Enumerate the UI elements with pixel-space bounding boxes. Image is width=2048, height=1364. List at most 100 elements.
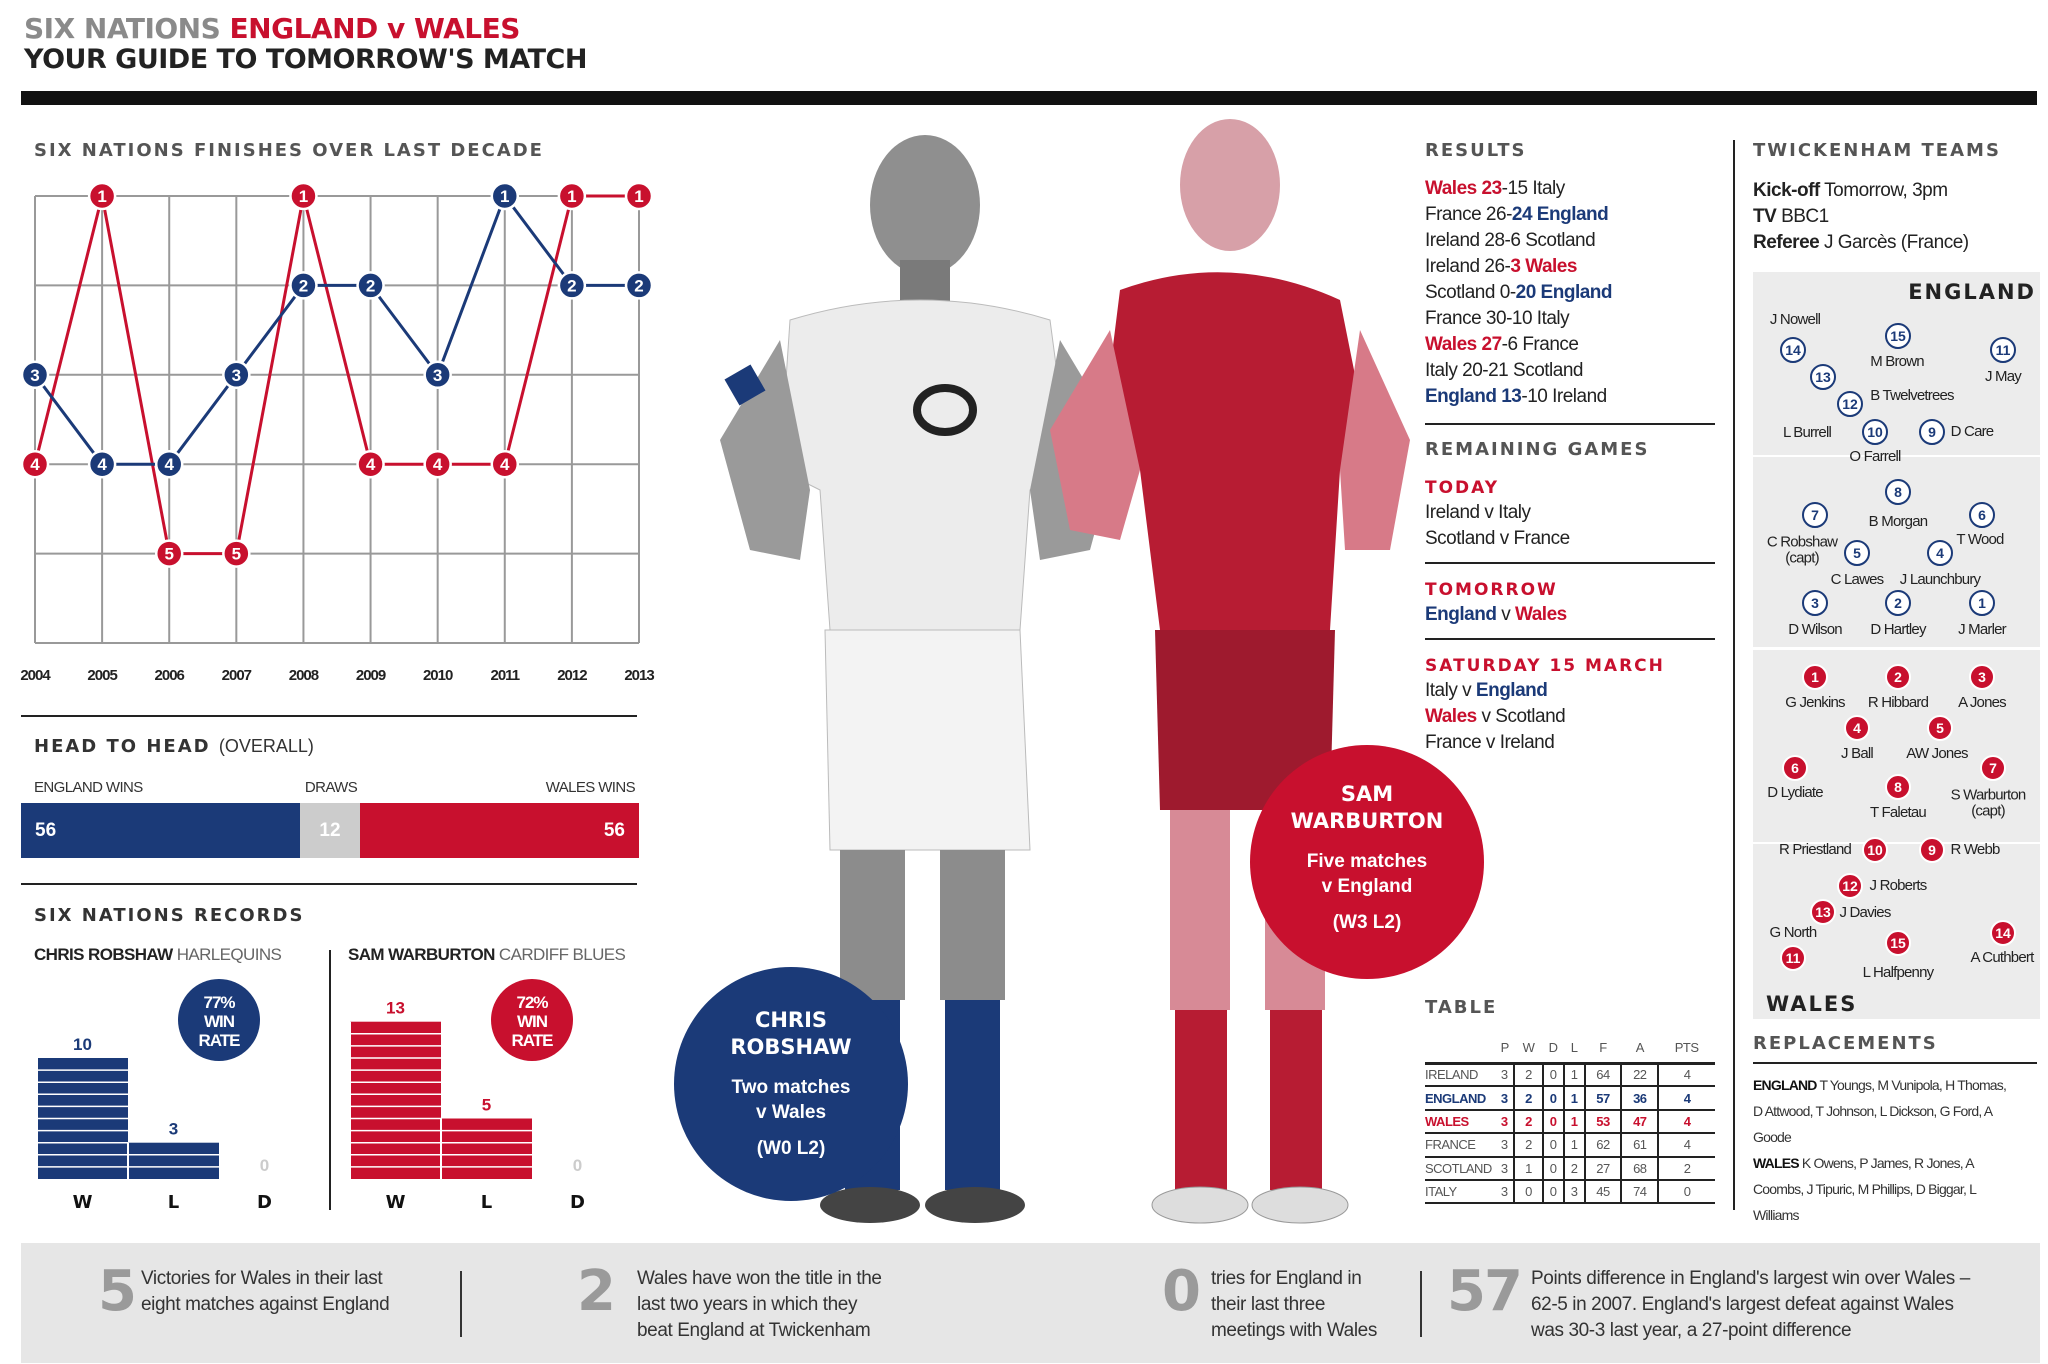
remaining-day: SATURDAY 15 MARCH [1425,656,1665,676]
warburton-record: (W3 L2) [1332,912,1402,933]
stats-strip: 5 Victories for Wales in their last eight… [21,1243,2040,1363]
wales-number-badge: 2 [1885,664,1911,690]
wales-player-name: G North [1769,924,1818,942]
table-cell: 0 [1541,1133,1564,1158]
column-header: F [1584,1033,1622,1065]
divider [1753,1062,2037,1064]
home-team: Wales [1425,178,1477,199]
england-point [20,360,50,390]
result-row: Wales 23-15 Italy [1425,176,1612,202]
wales-point [557,181,587,211]
x-tick-label: 2013 [624,667,654,684]
wales-number-badge: 9 [1919,837,1945,863]
wales-player-name: J Roberts [1869,877,1928,895]
warburton-line2: v England [1321,876,1413,897]
england-point [423,360,452,390]
table-cell: 22 [1620,1063,1659,1088]
england-wins-bar: 56 [21,803,301,858]
win-rate-text: RATE [511,1031,553,1050]
score-sep: - [1482,360,1489,381]
wales-player-name: G Jenkins [1785,694,1845,712]
wales-player-name: T Faletau [1870,804,1927,822]
stat-divider [460,1271,462,1337]
england-player-name: B Twelvetrees [1870,387,1954,405]
home-team: Scotland [1425,282,1495,303]
record-bar-W [350,1021,441,1179]
divider [21,883,637,885]
finishes-title: SIX NATIONS FINISHES OVER LAST DECADE [34,140,544,161]
england-number-badge: 9 [1919,419,1945,445]
table-cell: 61 [1620,1133,1659,1158]
table-row: WALES 3 2 0 1 53 47 4 [1425,1109,1715,1135]
england-player-name: B Morgan [1868,513,1928,531]
record-bar-L [128,1142,219,1179]
table-cell: 0 [1657,1179,1715,1205]
away-team: France [1513,528,1571,549]
table-cell: 1 [1562,1109,1585,1135]
x-tick-label: 2009 [356,667,386,684]
table-cell: WALES [1425,1109,1495,1135]
wales-point-label: 5 [164,545,173,564]
england-number-badge: 12 [1837,391,1863,417]
remaining-day: TOMORROW [1425,580,1558,600]
warburton-record-title: SAM WARBURTON CARDIFF BLUES [348,945,626,964]
home-score: 20 [1457,360,1483,381]
wales-number-badge: 14 [1990,920,2016,946]
table-row: SCOTLAND 3 1 0 2 27 68 2 [1425,1156,1715,1181]
england-point [490,181,520,211]
england-number-badge: 8 [1885,479,1911,505]
score-sep: - [1504,230,1511,251]
wales-player-name: J Davies [1839,904,1891,922]
table-cell: 1 [1562,1133,1585,1158]
england-point-label: 2 [299,276,308,295]
header-rule [21,91,2037,105]
wales-point [87,181,117,211]
draws-bar: 12 [300,803,360,858]
x-tick-label: 2006 [155,667,185,684]
england-point-label: 2 [567,276,576,295]
away-team: Italy [1532,308,1570,329]
home-team: Wales [1425,334,1477,355]
versus: v [1479,502,1499,523]
divider [21,715,637,717]
wales-player-name: S Warburton (capt) [1950,786,2027,819]
england-player-name: O Farrell [1849,448,1901,466]
h2h-title: HEAD TO HEAD (OVERALL) [34,736,314,757]
stat-number: 0 [1162,1259,1201,1324]
robshaw-record: (W0 L2) [756,1138,826,1159]
match-title: ENGLAND v WALES [229,12,521,45]
england-number-badge: 11 [1990,337,2016,363]
wales-point [423,449,452,479]
table-cell: 2 [1513,1063,1543,1088]
robshaw-name: CHRIS ROBSHAW [730,1008,852,1059]
wales-wins-label: WALES WINS [545,779,636,796]
england-point [154,449,184,479]
table-cell: FRANCE [1425,1133,1495,1158]
england-number-badge: 5 [1844,540,1870,566]
table-cell: 2 [1513,1109,1543,1135]
record-bar-L [441,1118,532,1179]
result-row: Ireland 28-6 Scotland [1425,228,1612,254]
england-point-label: 3 [232,366,241,385]
england-point-label: 1 [500,187,509,206]
league-table: P W D L F A PTS IRELAND 3 2 0 1 64 22 4 ENGLAND 3 2 0 1 57 36… [1425,1033,1715,1205]
referee: Referee J Garcès (France) [1753,232,1969,253]
table-row: IRELAND 3 2 0 1 64 22 4 [1425,1063,1715,1088]
score-sep: - [1506,204,1512,225]
home-score: 30 [1481,308,1507,329]
versus: v [1494,528,1514,549]
away-team: England [1475,680,1548,701]
table-cell: 45 [1583,1179,1622,1205]
away-score: 21 [1488,360,1509,381]
table-cell: ITALY [1425,1179,1495,1205]
table-header: P W D L F A PTS [1425,1033,1715,1065]
away-score: 3 [1510,256,1521,277]
fixture: Wales v Scotland [1425,704,1715,730]
england-number-badge: 2 [1885,590,1911,616]
england-number-badge: 6 [1969,502,1995,528]
england-point-label: 3 [30,366,39,385]
win-rate-text: RATE [198,1031,240,1050]
home-team: France [1425,308,1482,329]
table-cell: 47 [1620,1109,1659,1135]
wales-number-badge: 1 [1802,664,1828,690]
